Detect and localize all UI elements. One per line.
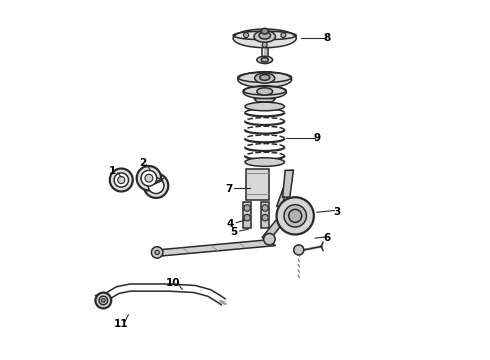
Circle shape bbox=[276, 197, 314, 234]
Circle shape bbox=[281, 33, 286, 38]
Polygon shape bbox=[246, 169, 269, 200]
Circle shape bbox=[118, 176, 125, 184]
Ellipse shape bbox=[259, 32, 270, 39]
Ellipse shape bbox=[260, 75, 270, 80]
Ellipse shape bbox=[261, 58, 269, 62]
Circle shape bbox=[284, 205, 306, 227]
Circle shape bbox=[99, 296, 108, 305]
Text: 5: 5 bbox=[231, 227, 238, 237]
Text: 7: 7 bbox=[225, 184, 233, 194]
Polygon shape bbox=[243, 202, 251, 228]
Circle shape bbox=[137, 166, 161, 190]
Circle shape bbox=[101, 299, 105, 302]
Ellipse shape bbox=[255, 73, 275, 83]
Text: 9: 9 bbox=[313, 133, 320, 143]
Text: 1: 1 bbox=[109, 166, 116, 176]
Circle shape bbox=[262, 215, 269, 221]
Circle shape bbox=[294, 245, 304, 255]
Circle shape bbox=[262, 205, 269, 211]
Text: 6: 6 bbox=[324, 233, 331, 243]
Text: 3: 3 bbox=[333, 207, 340, 217]
Circle shape bbox=[262, 42, 267, 47]
Polygon shape bbox=[276, 170, 294, 207]
Polygon shape bbox=[262, 220, 280, 243]
Ellipse shape bbox=[243, 86, 286, 99]
Text: 2: 2 bbox=[139, 158, 147, 168]
Polygon shape bbox=[261, 202, 269, 228]
Circle shape bbox=[244, 205, 250, 211]
Text: 10: 10 bbox=[166, 278, 180, 288]
Ellipse shape bbox=[254, 31, 275, 42]
Circle shape bbox=[148, 178, 164, 194]
Text: 4: 4 bbox=[227, 219, 234, 229]
Circle shape bbox=[264, 233, 275, 245]
Ellipse shape bbox=[245, 158, 285, 166]
Text: 8: 8 bbox=[324, 33, 331, 43]
Circle shape bbox=[144, 174, 168, 198]
Ellipse shape bbox=[257, 56, 272, 63]
Circle shape bbox=[114, 173, 128, 187]
Circle shape bbox=[151, 247, 163, 258]
Polygon shape bbox=[254, 99, 275, 102]
Ellipse shape bbox=[261, 28, 269, 34]
Text: 11: 11 bbox=[114, 319, 128, 329]
Ellipse shape bbox=[233, 29, 296, 48]
Circle shape bbox=[155, 250, 159, 255]
Circle shape bbox=[244, 215, 250, 221]
Circle shape bbox=[289, 209, 302, 222]
Circle shape bbox=[96, 293, 111, 309]
Polygon shape bbox=[283, 170, 294, 197]
Circle shape bbox=[110, 168, 133, 192]
Circle shape bbox=[244, 33, 248, 38]
Circle shape bbox=[141, 170, 157, 186]
Circle shape bbox=[145, 174, 153, 182]
Ellipse shape bbox=[245, 102, 285, 111]
Polygon shape bbox=[153, 240, 275, 256]
Ellipse shape bbox=[238, 72, 292, 87]
Ellipse shape bbox=[257, 88, 272, 95]
